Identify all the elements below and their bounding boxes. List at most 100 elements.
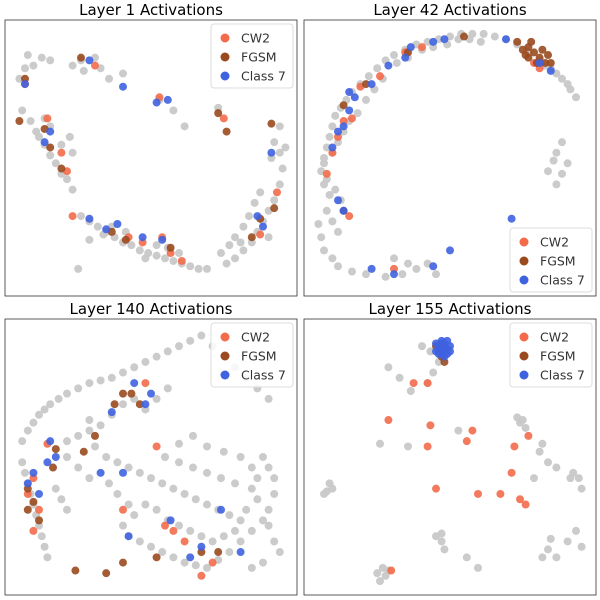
point-cw2 [384, 416, 393, 425]
background-point [102, 453, 111, 461]
point-fgsm [152, 553, 161, 562]
background-point [21, 468, 29, 477]
point-class-7 [163, 95, 172, 104]
background-point [113, 489, 122, 498]
point-class-7 [253, 212, 262, 221]
point-cw2 [426, 421, 435, 430]
background-point [74, 264, 83, 273]
point-class-7 [429, 262, 438, 271]
point-fgsm [35, 516, 43, 525]
background-point [85, 474, 94, 483]
point-fgsm [29, 497, 38, 506]
point-fgsm [513, 37, 522, 46]
point-class-7 [446, 347, 454, 356]
panel-2-legend: CW2 FGSM Class 7 [509, 227, 593, 293]
background-point [163, 384, 172, 393]
legend-marker-fgsm [220, 351, 230, 361]
legend-label-class-7: Class 7 [241, 368, 286, 383]
legend-label-cw2: CW2 [540, 330, 569, 345]
background-point [544, 545, 552, 554]
legend-label-class-7: Class 7 [540, 368, 585, 383]
point-fgsm [91, 431, 99, 440]
background-point [26, 117, 35, 126]
background-point [412, 264, 421, 273]
point-fgsm [79, 447, 88, 456]
background-point [152, 241, 161, 250]
background-point [247, 463, 256, 472]
point-cw2 [177, 256, 186, 265]
background-point [426, 347, 435, 356]
point-fgsm [135, 400, 144, 409]
point-cw2 [474, 489, 482, 498]
background-point [474, 563, 482, 572]
panel-2: Layer 42 Activations CW2 FGSM Class 7 [303, 1, 597, 297]
panel-1-legend: CW2 FGSM Class 7 [210, 23, 294, 89]
point-class-7 [345, 88, 354, 96]
background-point [180, 558, 189, 567]
background-point [535, 447, 544, 456]
background-point [270, 489, 279, 498]
panel-1-title: Layer 1 Activations [79, 1, 223, 19]
background-point [253, 474, 262, 483]
background-point [398, 270, 407, 279]
background-point [180, 122, 189, 131]
background-point [225, 241, 234, 250]
point-cw2 [91, 61, 99, 70]
background-point [57, 495, 66, 504]
point-fgsm [546, 58, 555, 67]
background-point [281, 143, 290, 152]
legend-box [509, 227, 593, 293]
background-point [440, 545, 449, 554]
point-class-7 [267, 148, 276, 157]
point-class-7 [406, 43, 415, 52]
background-point [320, 489, 328, 498]
background-point [270, 196, 279, 205]
background-point [552, 463, 561, 472]
point-class-7 [367, 264, 376, 273]
point-class-7 [138, 233, 147, 242]
background-point [135, 537, 144, 546]
background-point [538, 553, 547, 562]
background-point [390, 254, 398, 263]
legend-marker-class-7 [220, 71, 230, 81]
legend-box [509, 322, 593, 388]
background-point [552, 180, 561, 189]
background-point [85, 426, 94, 435]
background-point [68, 185, 77, 194]
legend-marker-fgsm [519, 256, 529, 266]
point-class-7 [40, 138, 49, 147]
point-fgsm [46, 143, 55, 152]
background-point [208, 537, 217, 546]
background-point [275, 122, 284, 131]
background-point [79, 66, 88, 75]
background-point [395, 373, 404, 382]
background-point [18, 437, 27, 446]
point-cw2 [496, 489, 505, 498]
background-point [322, 143, 331, 152]
background-point [270, 138, 279, 147]
point-fgsm [247, 233, 256, 242]
background-point [124, 463, 133, 472]
point-fgsm [544, 51, 552, 60]
point-fgsm [127, 389, 136, 398]
panel-4: Layer 155 Activations CW2 FGSM Class 7 [303, 300, 597, 596]
point-fgsm [71, 566, 80, 575]
background-point [96, 376, 105, 385]
background-point [558, 138, 566, 147]
point-class-7 [507, 214, 516, 223]
panel-3-legend: CW2 FGSM Class 7 [210, 322, 294, 388]
point-class-7 [35, 489, 43, 498]
point-class-7 [401, 53, 410, 62]
point-class-7 [113, 220, 122, 228]
background-point [432, 532, 440, 541]
point-cw2 [462, 437, 471, 446]
legend-box [210, 322, 294, 388]
background-point [203, 442, 211, 451]
panel-4-title: Layer 155 Activations [369, 300, 532, 318]
background-point [325, 132, 334, 141]
background-point [544, 167, 552, 176]
background-point [390, 51, 398, 60]
background-point [538, 439, 547, 448]
background-point [328, 484, 337, 493]
legend-marker-cw2 [220, 33, 230, 43]
